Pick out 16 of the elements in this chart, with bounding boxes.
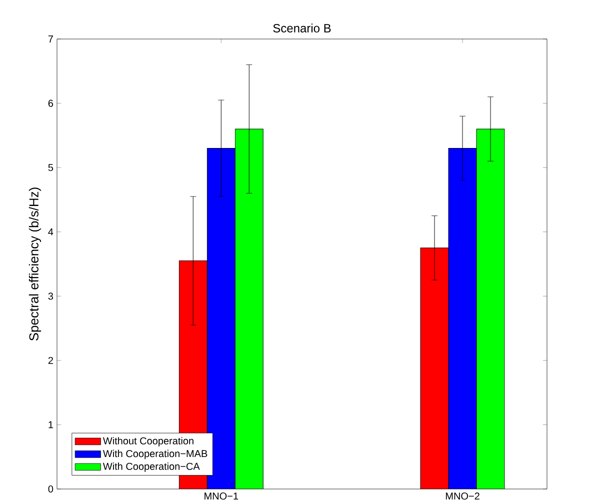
y-tick-label: 2: [48, 356, 53, 364]
y-tick-label: 0: [48, 485, 54, 493]
legend-label: With Cooperation−CA: [102, 462, 200, 472]
y-tick-label: 6: [48, 100, 54, 107]
legend-label: With Cooperation−MAB: [102, 450, 208, 460]
x-tick-label: MNO−2: [446, 492, 480, 500]
y-tick-label: 1: [48, 421, 53, 428]
chart-title: Scenario B: [273, 24, 331, 32]
y-axis-title: Spectral efficiency (b/s/Hz): [28, 188, 42, 341]
y-tick-label: 3: [48, 292, 54, 300]
x-tick-label: MNO−1: [204, 492, 238, 500]
y-tick-label: 5: [48, 164, 54, 172]
bar: [420, 248, 449, 489]
y-tick-label: 4: [48, 228, 54, 236]
legend-label: Without Cooperation: [102, 437, 194, 446]
y-tick-label: 7: [48, 36, 53, 42]
